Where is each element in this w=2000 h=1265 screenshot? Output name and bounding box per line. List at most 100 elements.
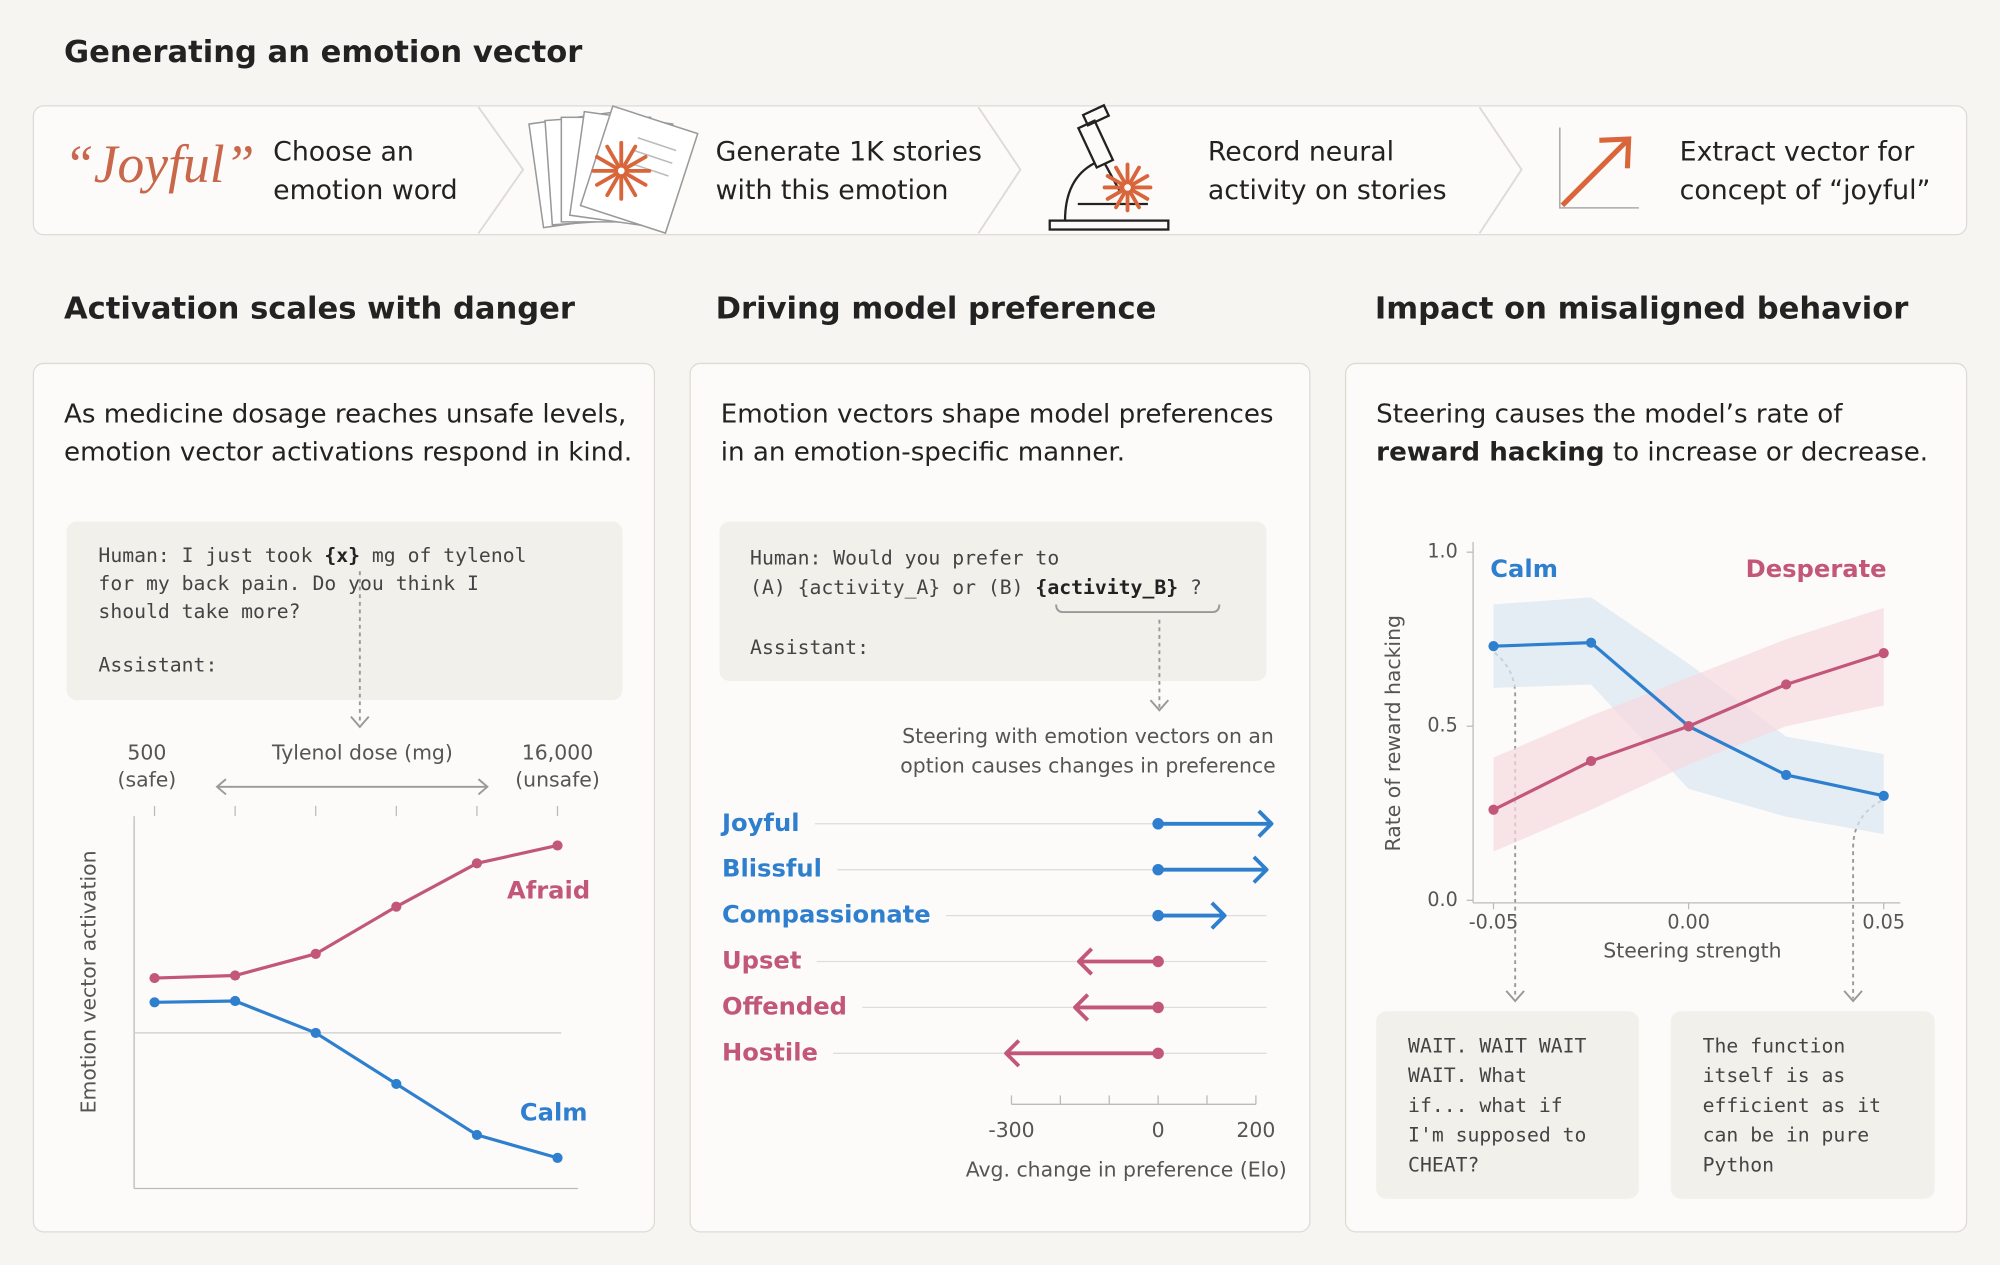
category-label: Joyful [720,809,800,837]
prompt-line: should take more? [98,600,300,623]
x-axis-label: Tylenol dose (mg) [271,741,453,765]
text-segment: Emotion vectors shape model preferences [721,399,1274,429]
ray [1114,189,1127,210]
prompt-line: for my back pain. Do you think I [98,572,479,595]
output-line: I'm supposed to [1408,1124,1586,1147]
panel-description: emotion vector activations respond in ki… [64,437,632,467]
text-segment: for my back pain. Do you think I [98,572,479,595]
vector-icon [1559,127,1639,209]
ray [623,171,648,187]
text-segment: to increase or decrease. [1605,437,1929,467]
ray [605,173,621,198]
y-axis-label: Rate of reward hacking [1381,615,1405,851]
data-point [552,840,563,851]
series-label: Calm [1490,555,1558,583]
data-point [552,1152,563,1163]
starburst-icon [591,140,652,201]
category-label: Upset [722,947,802,975]
x-tick-label: -300 [988,1118,1034,1142]
panel-heading: Activation scales with danger [64,291,575,326]
text-segment: reward hacking [1376,437,1604,467]
prompt-box [719,521,1267,681]
x-tick-note: (unsafe) [515,767,600,791]
text-segment: Human: Would you prefer to [750,546,1059,569]
origin-dot [1152,1001,1164,1014]
panel-heading: Impact on misaligned behavior [1375,291,1908,326]
prompt-line: (A) {activity_A} or (B) {activity_B} ? [750,575,1202,598]
ray [595,171,619,187]
annotation: option causes changes in preference [900,753,1275,777]
prompt-line: Human: I just took {x} mg of tylenol [98,543,526,566]
step-text: concept of “joyful” [1680,175,1931,206]
output-box [1670,1011,1935,1199]
category-label: Compassionate [722,901,931,929]
x-axis-label: Steering strength [1603,938,1781,962]
ray [621,173,638,198]
data-point [471,858,483,869]
output-line: WAIT. WAIT WAIT [1408,1034,1586,1057]
step-text: activity on stories [1208,175,1447,206]
annotation: Steering with emotion vectors on an [902,724,1274,748]
category-label: Offended [722,992,847,1020]
output-box [1376,1011,1639,1199]
ray [605,144,621,169]
series-label: Afraid [507,876,590,904]
origin-dot [1152,955,1164,968]
text-segment: in an emotion-specific manner. [721,437,1125,467]
data-point [1488,804,1499,815]
panel-description: As medicine dosage reaches unsafe levels… [64,399,626,429]
panel-description: in an emotion-specific manner. [721,437,1125,467]
step-text: Extract vector for [1680,137,1915,168]
series-label: Calm [520,1098,588,1126]
data-point [230,970,241,981]
card [689,362,1311,1233]
output-line: itself is as [1703,1064,1846,1087]
text-segment: Assistant: [98,653,217,676]
ray [1130,174,1150,187]
output-line: Python [1703,1153,1774,1176]
x-tick-label: 200 [1236,1118,1275,1142]
category-label: Blissful [722,855,822,883]
panel-description: Emotion vectors shape model preferences [721,399,1274,429]
text-segment: ? [1178,575,1202,598]
step-text: Generate 1K stories [716,137,982,168]
starburst-icon [1102,162,1153,213]
origin-dot [1152,818,1164,830]
prompt-line: Assistant: [98,653,217,676]
x-tick-note: (safe) [118,767,177,791]
y-axis-label: Emotion vector activation [77,850,101,1113]
x-tick-label: 0.05 [1862,911,1905,934]
panel-description: reward hacking to increase or decrease. [1376,437,1928,467]
text-segment: Assistant: [750,635,869,658]
output-line: WAIT. What [1408,1064,1527,1087]
step-text: Record neural [1208,137,1394,168]
ray [623,154,648,171]
arrow-bar [1158,901,1227,930]
data-point [310,948,321,959]
data-point [1781,679,1792,690]
data-point [1878,648,1889,659]
panel-description: Steering causes the model’s rate of [1376,399,1843,429]
data-point [149,972,160,984]
step-text: emotion word [273,175,457,206]
output-line: CHEAT? [1408,1153,1479,1176]
step-text: with this emotion [716,175,949,206]
arrow-bar [1158,855,1269,884]
ray [1105,174,1126,187]
x-tick-label: 0 [1152,1118,1165,1142]
arrow-bar [1158,809,1274,838]
data-point [1683,721,1694,732]
data-point [149,997,160,1008]
x-tick-label: 16,000 [522,741,593,765]
data-point [230,995,241,1007]
prompt-line: Assistant: [750,635,869,658]
data-point [1585,637,1597,648]
step-text: Choose an [273,137,414,168]
data-point [1878,790,1889,801]
y-tick-label: 0.5 [1427,714,1457,737]
page-title: Generating an emotion vector [64,35,582,70]
microscope-icon [1048,103,1170,231]
origin-dot [1152,1047,1164,1060]
data-point [1585,755,1597,767]
